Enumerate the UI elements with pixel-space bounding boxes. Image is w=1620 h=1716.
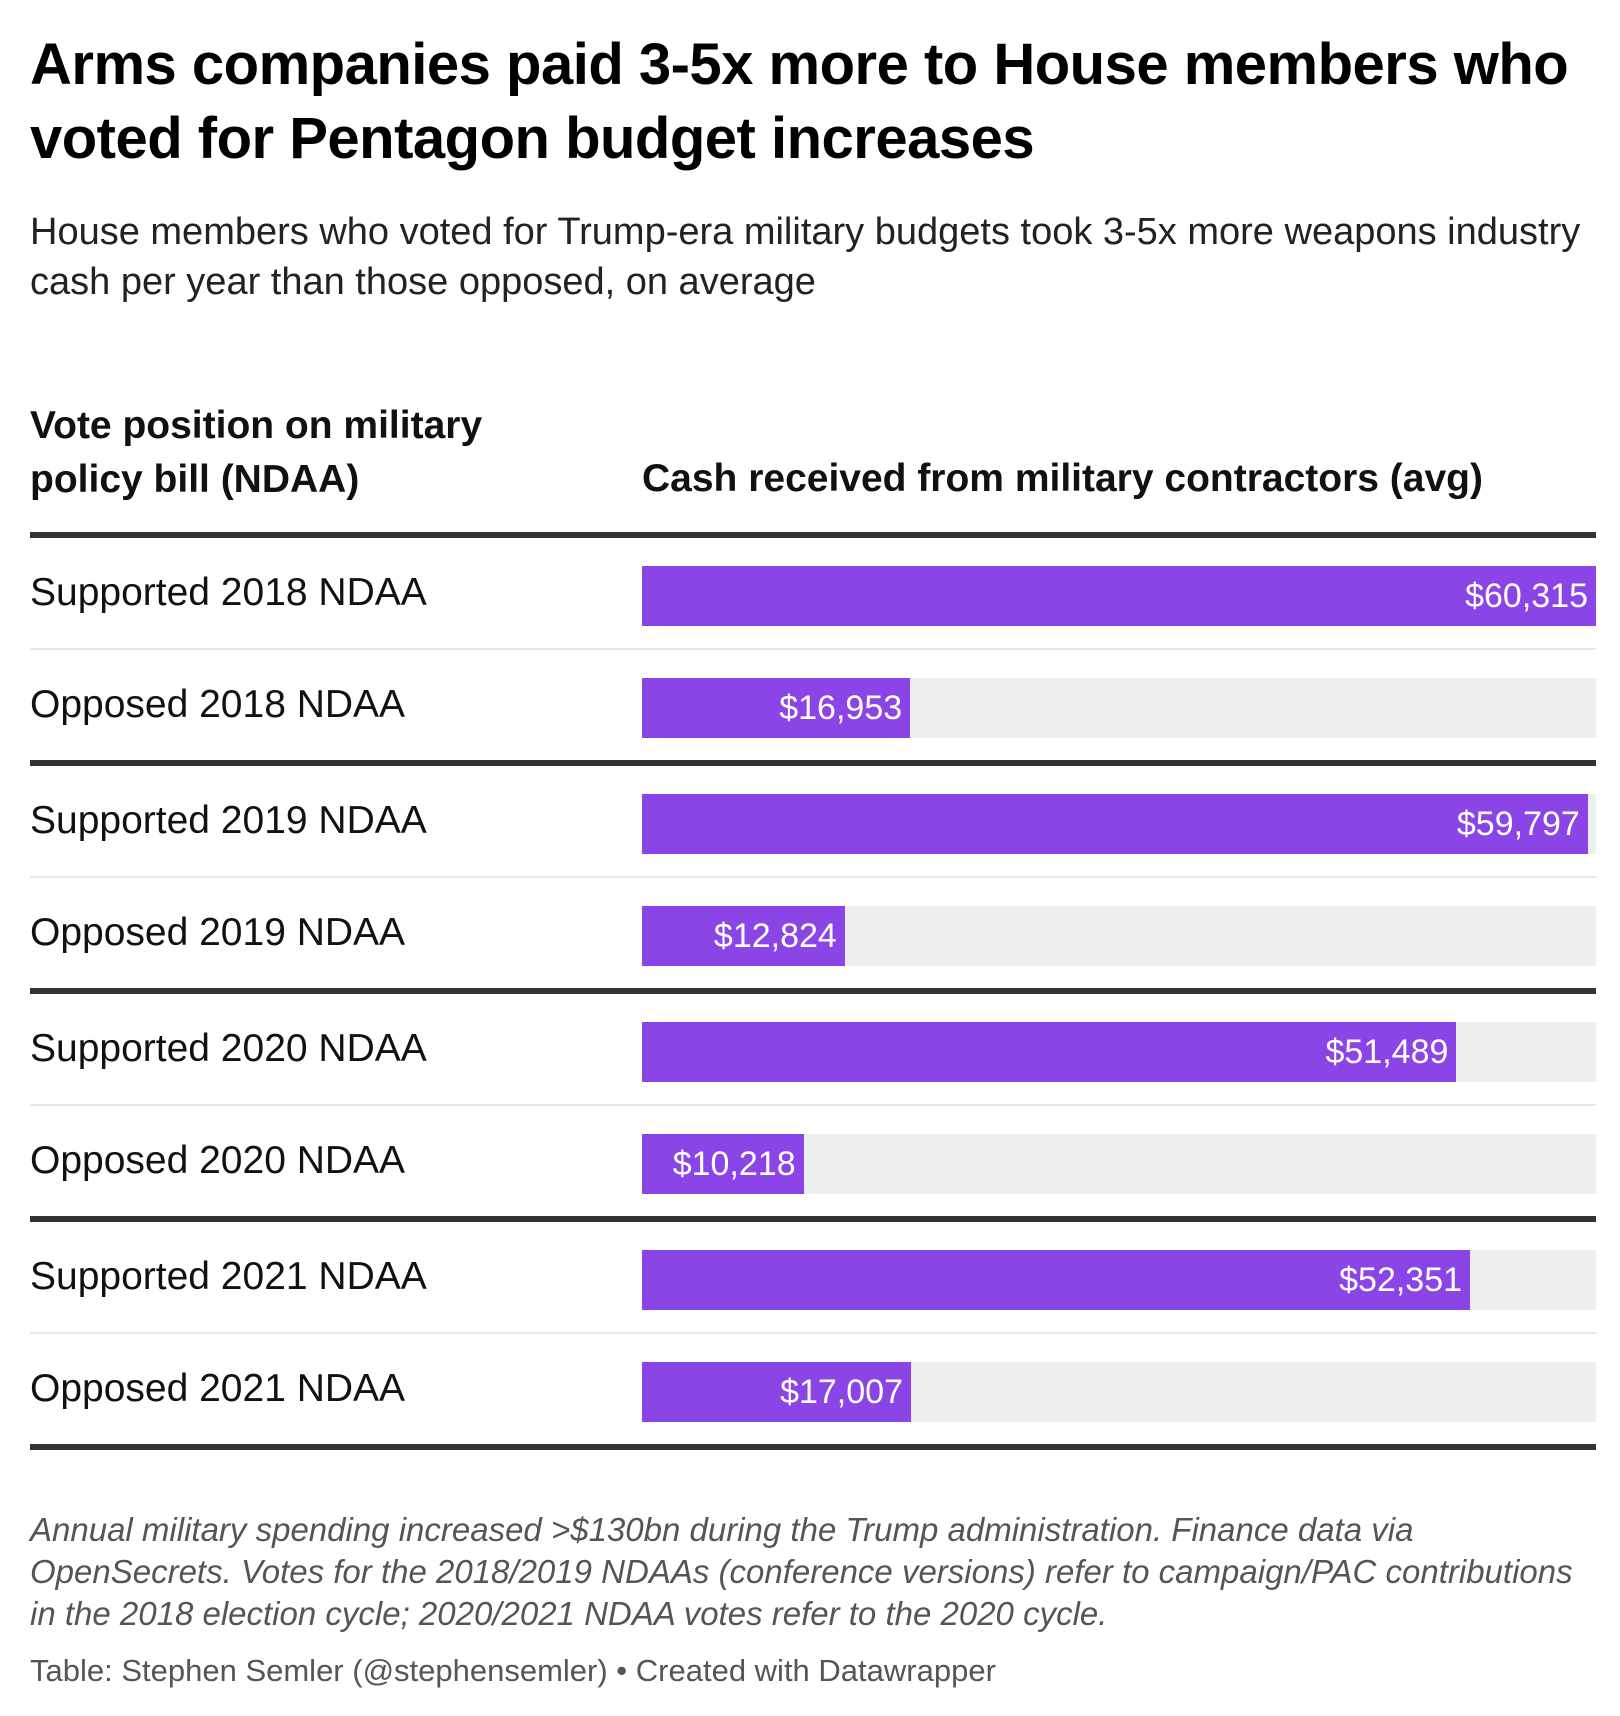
row-divider	[30, 1104, 1596, 1106]
bar-value-label: $17,007	[780, 1373, 903, 1411]
bar-track: $16,953	[642, 678, 1596, 738]
bar: $17,007	[642, 1362, 911, 1422]
table-row: Supported 2018 NDAA $60,315	[30, 538, 1596, 648]
group-divider	[30, 988, 1596, 994]
row-label: Opposed 2019 NDAA	[30, 911, 406, 954]
bar-value-label: $16,953	[779, 689, 903, 727]
bar-track: $60,315	[642, 566, 1596, 626]
bar-value-label: $60,315	[1465, 577, 1588, 615]
row-label: Supported 2021 NDAA	[30, 1255, 427, 1298]
bar-track: $51,489	[642, 1022, 1596, 1082]
bar-value-label: $51,489	[1325, 1033, 1449, 1071]
bar-value-label: $59,797	[1456, 805, 1580, 843]
column-header-vote-position: Vote position on military policy bill (N…	[30, 404, 483, 501]
row-divider	[30, 648, 1596, 650]
bar-track: $59,797	[642, 794, 1596, 854]
bar-track: $10,218	[642, 1134, 1596, 1194]
bar: $60,315	[642, 566, 1596, 626]
row-label: Supported 2018 NDAA	[30, 571, 427, 614]
bar: $51,489	[642, 1022, 1457, 1082]
credit-line: Table: Stephen Semler (@stephensemler) •…	[30, 1653, 996, 1688]
bar: $10,218	[642, 1134, 804, 1194]
row-divider	[30, 1332, 1596, 1334]
table-top-rule	[30, 532, 1596, 538]
bar-value-label: $52,351	[1339, 1261, 1463, 1299]
table-row: Supported 2019 NDAA $59,797	[30, 766, 1596, 876]
chart-title: Arms companies paid 3-5x more to House m…	[30, 32, 1569, 171]
row-label: Opposed 2018 NDAA	[30, 683, 406, 726]
row-label: Opposed 2021 NDAA	[30, 1367, 406, 1410]
group-divider	[30, 1216, 1596, 1222]
table-row: Opposed 2020 NDAA $10,218	[30, 1106, 1596, 1216]
bar-track: $52,351	[642, 1250, 1596, 1310]
bar: $16,953	[642, 678, 911, 738]
bar-track: $12,824	[642, 906, 1596, 966]
chart-subtitle: House members who voted for Trump-era mi…	[30, 211, 1581, 303]
row-label: Supported 2020 NDAA	[30, 1027, 427, 1070]
bar: $52,351	[642, 1250, 1471, 1310]
row-label: Opposed 2020 NDAA	[30, 1139, 406, 1182]
group-divider	[30, 1444, 1596, 1450]
bar: $12,824	[642, 906, 845, 966]
table-row: Opposed 2021 NDAA $17,007	[30, 1334, 1596, 1444]
bar: $59,797	[642, 794, 1588, 854]
bar-track: $17,007	[642, 1362, 1596, 1422]
table-row: Supported 2021 NDAA $52,351	[30, 1222, 1596, 1332]
table-row: Opposed 2019 NDAA $12,824	[30, 878, 1596, 988]
table-row: Opposed 2018 NDAA $16,953	[30, 650, 1596, 760]
group-divider	[30, 760, 1596, 766]
footnote: Annual military spending increased >$130…	[30, 1511, 1573, 1632]
bar-value-label: $12,824	[713, 917, 837, 955]
bar-value-label: $10,218	[672, 1145, 796, 1183]
table-row: Supported 2020 NDAA $51,489	[30, 994, 1596, 1104]
row-label: Supported 2019 NDAA	[30, 799, 427, 842]
bar-table: Supported 2018 NDAA $60,315 Opposed 2018 N…	[30, 532, 1596, 1450]
row-divider	[30, 876, 1596, 878]
column-header-cash-received: Cash received from military contractors …	[642, 457, 1483, 500]
